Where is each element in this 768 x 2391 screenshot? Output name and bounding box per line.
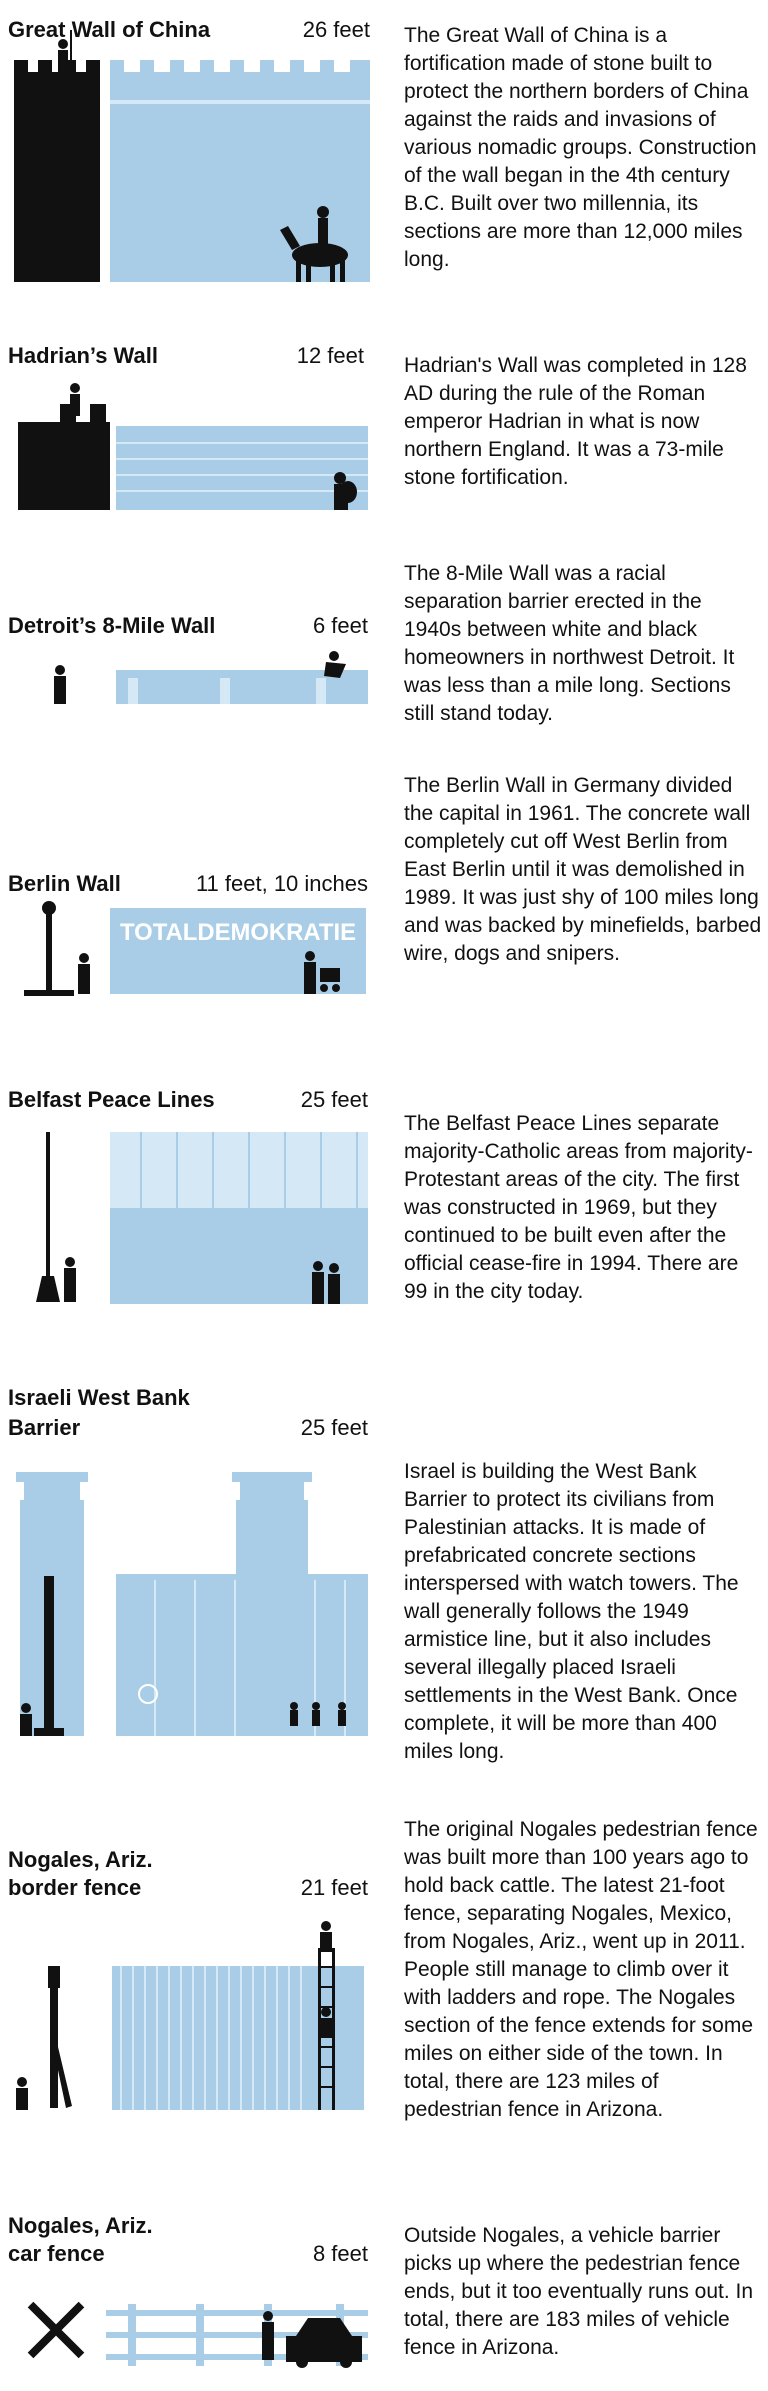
lamp-post — [48, 1966, 72, 2108]
wall-description: The Great Wall of China is a fortificati… — [404, 24, 757, 271]
section-hadrians-wall: Hadrian’s Wall 12 feet Hadrian's Wall wa… — [0, 330, 768, 560]
brick-wall — [116, 426, 368, 510]
wall-description: Hadrian's Wall was completed in 128 AD d… — [404, 354, 747, 489]
climber-silhouette — [320, 1921, 332, 2038]
section-nogales-border-fence: Nogales, Ariz. border fence 21 feet — [0, 1770, 768, 2170]
wall-height: 26 feet — [302, 17, 370, 42]
climber-silhouette — [324, 651, 346, 678]
wall-graffiti: TOTALDEMOKRATIE — [120, 919, 356, 946]
low-wall — [116, 670, 368, 704]
section-belfast-peace-lines: Belfast Peace Lines 25 feet The Belfast … — [0, 1040, 768, 1340]
section-great-wall: Great Wall of China 26 feet The — [0, 0, 768, 330]
watchtower — [14, 60, 100, 282]
section-nogales-car-fence: Nogales, Ariz. car fence 8 feet Outside … — [0, 2170, 768, 2391]
wall-height: 6 feet — [312, 613, 368, 638]
wall-name-line-1: Nogales, Ariz. — [8, 2213, 153, 2238]
wall-height: 11 feet, 10 inches — [195, 871, 368, 896]
section-west-bank-barrier: Israeli West Bank Barrier 25 feet — [0, 1340, 768, 1770]
wall-description: Israel is building the West Bank Barrier… — [404, 1460, 739, 1763]
wall-description: Outside Nogales, a vehicle barrier picks… — [404, 2224, 754, 2359]
section-detroit-wall: Detroit’s 8-Mile Wall 6 feet The 8-Mile … — [0, 560, 768, 740]
wall-name: Belfast Peace Lines — [8, 1087, 215, 1112]
lamp-post — [24, 901, 74, 996]
west-bank-barrier-illustration — [16, 1472, 368, 1736]
fort-tower — [18, 383, 110, 510]
guard-silhouette — [58, 30, 72, 74]
wall-height: 21 feet — [300, 1875, 368, 1900]
lamp-post — [34, 1576, 64, 1736]
person-silhouette — [54, 665, 66, 704]
berlin-wall-illustration: TOTALDEMOKRATIE — [24, 901, 366, 996]
wall-name-line-2: Barrier — [8, 1415, 81, 1440]
soldier-silhouette — [64, 1257, 76, 1302]
wall-description: The Berlin Wall in Germany divided the c… — [404, 774, 762, 965]
wall-name: Hadrian’s Wall — [8, 343, 158, 368]
parent-stroller-silhouette — [304, 951, 340, 994]
wall-height: 12 feet — [296, 343, 364, 368]
peace-fence — [110, 1132, 368, 1304]
nogales-car-fence-illustration — [27, 2301, 368, 2368]
person-silhouette — [16, 2077, 28, 2110]
great-wall-illustration — [14, 30, 370, 282]
soldier-silhouette — [20, 1703, 32, 1736]
wall-description: The 8-Mile Wall was a racial separation … — [404, 562, 735, 725]
hadrians-wall-illustration — [18, 383, 368, 510]
people-silhouette — [312, 1261, 340, 1304]
wall-name: Detroit’s 8-Mile Wall — [8, 613, 216, 638]
wall-description: The original Nogales pedestrian fence wa… — [404, 1818, 758, 2121]
wall-name-line-1: Israeli West Bank — [8, 1385, 190, 1410]
worker-silhouette — [78, 953, 90, 994]
wall-height: 25 feet — [300, 1415, 368, 1440]
horse-rider-silhouette — [280, 206, 348, 282]
soldier-silhouette — [334, 472, 357, 510]
x-barrier-icon — [27, 2301, 85, 2359]
car-silhouette — [286, 2318, 362, 2368]
nogales-border-fence-illustration — [16, 1921, 364, 2110]
wall-description: The Belfast Peace Lines separate majorit… — [404, 1112, 753, 1303]
wall-height: 25 feet — [300, 1087, 368, 1112]
section-berlin-wall: Berlin Wall 11 feet, 10 inches TOTALDEMO… — [0, 740, 768, 1040]
wall-name-line-2: car fence — [8, 2241, 105, 2266]
lamp-post — [36, 1132, 60, 1302]
wall-name: Berlin Wall — [8, 871, 121, 896]
belfast-peace-lines-illustration — [36, 1132, 368, 1304]
wall-height: 8 feet — [312, 2241, 368, 2266]
children-silhouette — [290, 1702, 346, 1726]
concrete-barrier — [116, 1574, 368, 1736]
wall-name-line-2: border fence — [8, 1875, 142, 1900]
detroit-wall-illustration — [54, 651, 368, 704]
person-silhouette — [262, 2311, 274, 2360]
wall-name: Great Wall of China — [8, 17, 211, 42]
wall-name-line-1: Nogales, Ariz. — [8, 1847, 153, 1872]
